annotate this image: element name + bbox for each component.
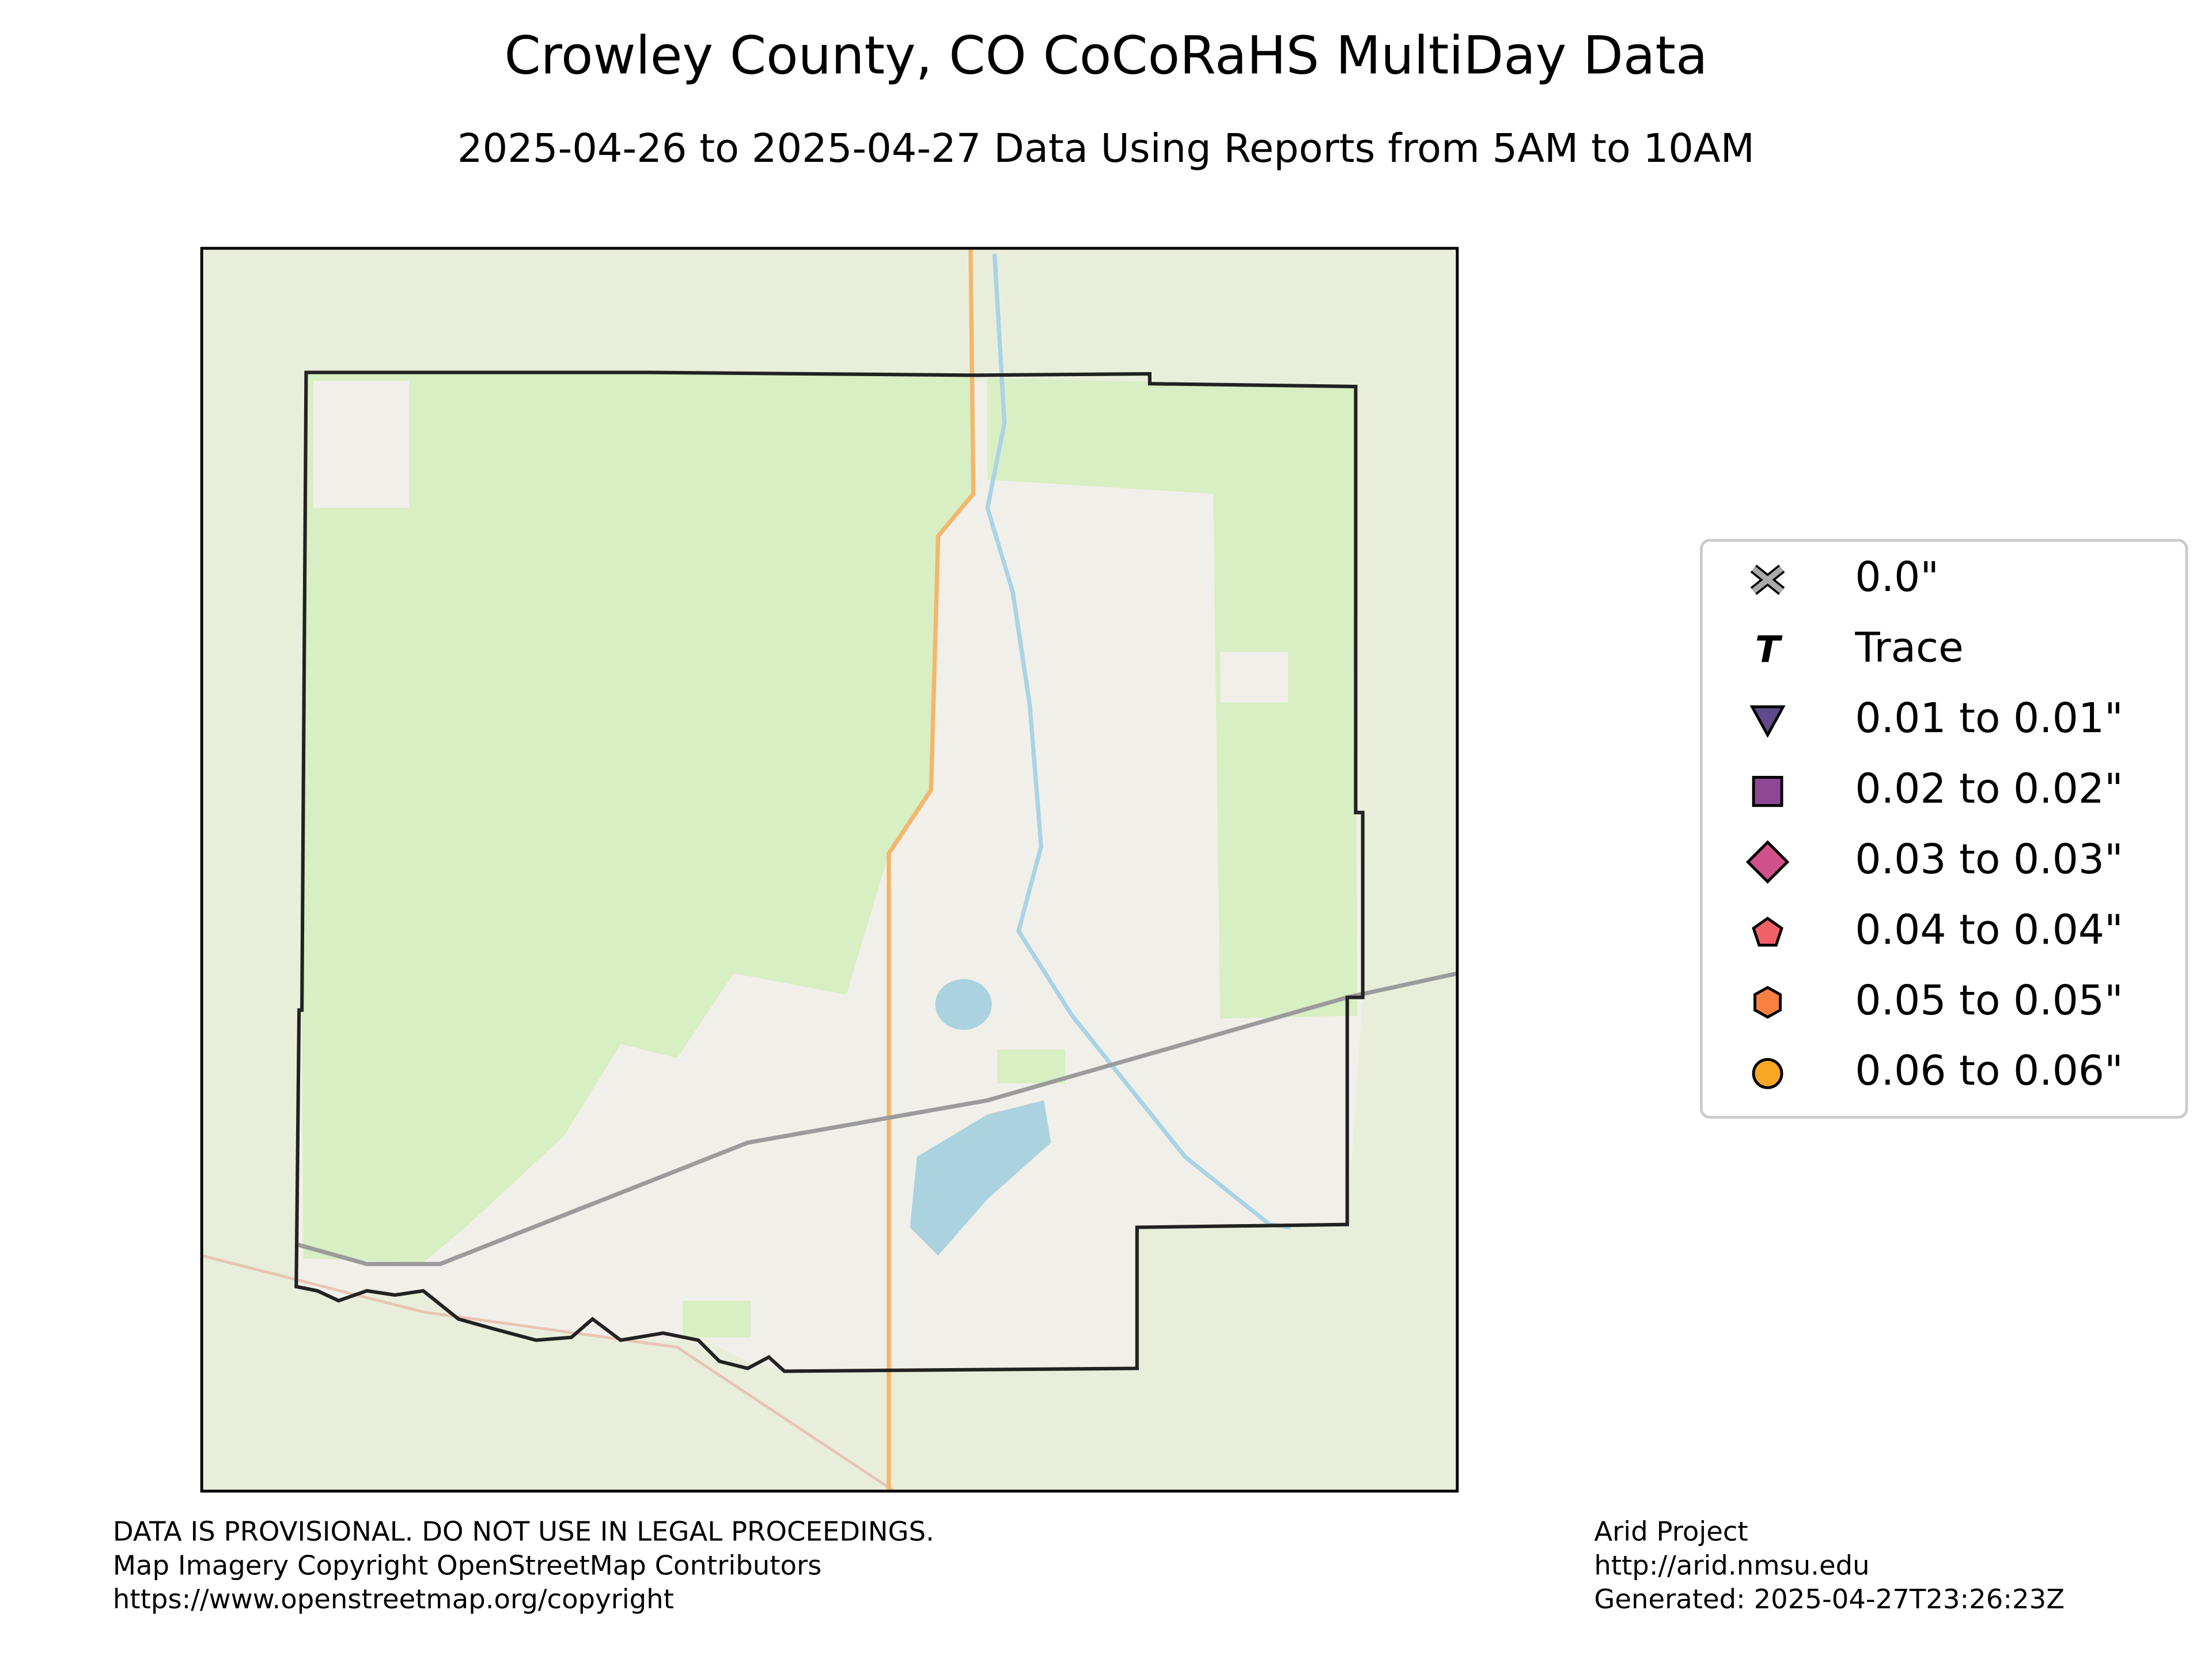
legend: T [1700, 539, 2188, 1119]
footer-left: DATA IS PROVISIONAL. DO NOT USE IN LEGAL… [113, 1516, 934, 1547]
footer-right: http://arid.nmsu.edu [1594, 1550, 1869, 1581]
footer-right: Generated: 2025-04-27T23:26:23Z [1594, 1584, 2065, 1615]
footer-right: Arid Project [1594, 1516, 1748, 1547]
footer-left: https://www.openstreetmap.org/copyright [113, 1584, 674, 1615]
title: Crowley County, CO CoCoRaHS MultiDay Dat… [504, 26, 1707, 86]
legend-label: Trace [1854, 624, 1963, 672]
legend-label: 0.01 to 0.01" [1855, 694, 2123, 742]
legend-label: 0.0" [1855, 553, 1939, 601]
footer-left: Map Imagery Copyright OpenStreetMap Cont… [113, 1550, 821, 1581]
subtitle: 2025-04-26 to 2025-04-27 Data Using Repo… [457, 126, 1755, 172]
legend-label: 0.02 to 0.02" [1855, 764, 2123, 812]
legend-label: 0.05 to 0.05" [1855, 976, 2123, 1024]
map [200, 247, 1459, 1493]
svg-text:T: T [1755, 628, 1783, 671]
legend-label: 0.03 to 0.03" [1855, 835, 2123, 883]
legend-label: 0.04 to 0.04" [1855, 906, 2123, 953]
legend-label: 0.06 to 0.06" [1855, 1047, 2123, 1094]
